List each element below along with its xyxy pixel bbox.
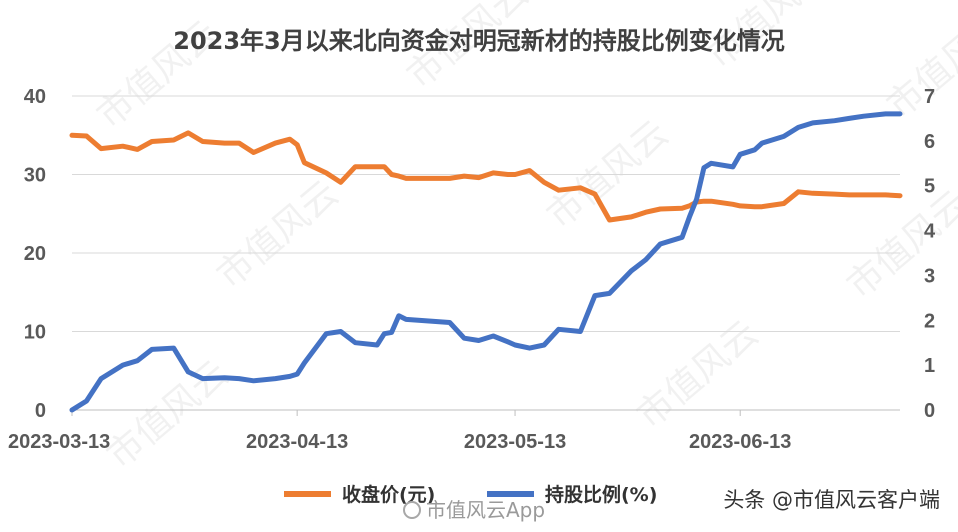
app-watermark-label: 市值风云App (426, 498, 545, 522)
series-layer (69, 111, 903, 413)
legend: 收盘价(元) 持股比例(%) (284, 483, 657, 506)
left-y-tick-label: 20 (24, 243, 46, 265)
legend-label-close-price: 收盘价(元) (342, 483, 435, 506)
watermark-text: 市值风云 (209, 173, 346, 297)
left-y-tick-label: 0 (35, 400, 46, 422)
right-y-tick-label: 4 (924, 221, 936, 243)
watermark-text: 市值风云 (839, 183, 958, 307)
watermark-text: 市值风云 (879, 3, 958, 127)
right-y-tick-label: 2 (924, 310, 935, 332)
source-attribution: 头条 @市值风云客户端 (723, 488, 940, 512)
x-tick-label: 2023-06-13 (689, 431, 791, 453)
right-y-axis: 0 1 2 3 4 5 6 7 (924, 86, 936, 422)
weibo-logo-icon (403, 501, 421, 519)
right-y-tick-label: 0 (924, 400, 935, 422)
series-line-close-price (69, 130, 903, 223)
left-y-axis: 0 10 20 30 40 (24, 86, 46, 422)
right-y-tick-label: 1 (924, 355, 935, 377)
left-y-tick-label: 30 (24, 165, 46, 187)
gridlines (72, 95, 900, 411)
x-tick-label: 2023-05-13 (464, 431, 566, 453)
legend-label-holding-ratio: 持股比例(%) (545, 483, 657, 506)
right-y-tick-label: 6 (924, 131, 935, 153)
chart-title: 2023年3月以来北向资金对明冠新材的持股比例变化情况 (173, 27, 785, 55)
right-y-tick-label: 5 (924, 176, 935, 198)
watermark-text: 市值风云 (99, 353, 236, 477)
right-y-tick-label: 7 (924, 86, 935, 108)
app-attribution: 市值风云App (403, 498, 545, 522)
left-y-tick-label: 40 (24, 86, 46, 108)
x-tick-label: 2023-04-13 (246, 431, 348, 453)
left-y-tick-label: 10 (24, 322, 46, 344)
x-axis: 2023-03-13 2023-04-13 2023-05-13 2023-06-13 (8, 410, 791, 453)
x-tick-label: 2023-03-13 (8, 431, 110, 453)
right-y-tick-label: 3 (924, 265, 935, 287)
series-line-holding-ratio (69, 111, 903, 413)
